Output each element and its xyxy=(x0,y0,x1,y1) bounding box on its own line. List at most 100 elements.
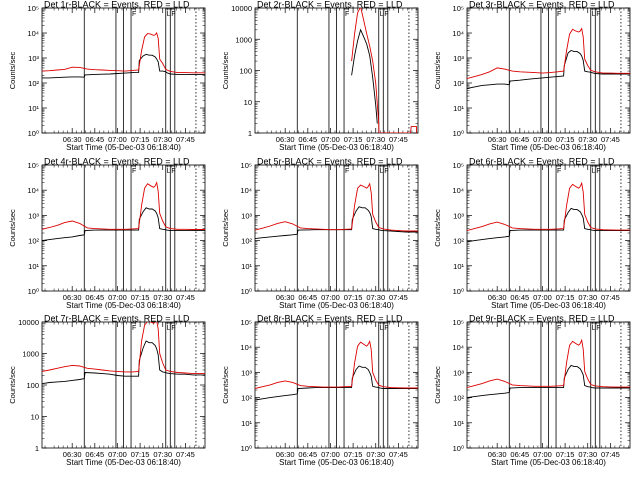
flag-marker-label: L xyxy=(167,168,171,175)
x-tick-label: 07:15 xyxy=(556,293,575,302)
y-tick-label: 10² xyxy=(453,237,464,246)
x-tick-label: 07:30 xyxy=(153,450,172,459)
chart-panel-1: Det 1r-BLACK = Events, RED = LLD 10⁰ 10¹ 10… xyxy=(8,0,206,152)
x-tick-label: 06:30 xyxy=(276,450,295,459)
events-series-line xyxy=(255,365,418,401)
x-tick-label: 07:00 xyxy=(533,293,552,302)
x-axis-label: Start Time (05-Dec-03 06:18:40) xyxy=(279,458,394,467)
panel-title: Det 7r-BLACK = Events, RED = LLD xyxy=(44,314,190,324)
y-tick-label: 10¹ xyxy=(453,262,464,271)
y-tick-label: 10⁵ xyxy=(241,318,252,327)
x-tick-label: 06:30 xyxy=(63,293,82,302)
x-tick-label: 07:00 xyxy=(108,450,127,459)
y-tick-label: 100 xyxy=(26,381,39,390)
lld-series-line xyxy=(42,322,205,375)
lld-series-line xyxy=(255,182,418,232)
y-tick-label: 10⁵ xyxy=(28,161,39,170)
flag-marker-label: L xyxy=(380,325,384,332)
y-tick-label: 10² xyxy=(453,79,464,88)
y-tick-label: 10² xyxy=(241,237,252,246)
x-axis-label: Start Time (05-Dec-03 06:18:40) xyxy=(66,143,181,152)
y-tick-label: 10³ xyxy=(28,54,39,63)
events-series-line xyxy=(467,207,630,243)
x-tick-label: 07:00 xyxy=(321,450,340,459)
x-tick-label: 06:30 xyxy=(276,293,295,302)
x-tick-label: 07:00 xyxy=(321,293,340,302)
y-tick-label: 1 xyxy=(248,129,252,138)
chart-panel-3: Det 3r-BLACK = Events, RED = LLD 10⁰ 10¹ 10… xyxy=(433,0,631,152)
y-tick-label: 10² xyxy=(28,237,39,246)
x-axis-label: Start Time (05-Dec-03 06:18:40) xyxy=(279,301,394,310)
flag-marker-label: F xyxy=(596,325,600,332)
panel-title: Det 2r-BLACK = Events, RED = LLD xyxy=(257,0,403,10)
flag-marker-label: F xyxy=(384,11,388,18)
x-tick-label: 07:45 xyxy=(601,293,620,302)
x-tick-label: 06:45 xyxy=(85,450,104,459)
x-tick-label: 07:45 xyxy=(601,450,620,459)
x-tick-label: 07:15 xyxy=(556,135,575,144)
x-tick-label: 07:15 xyxy=(344,450,363,459)
events-series-line xyxy=(351,28,378,124)
flag-marker-label: F xyxy=(171,168,175,175)
events-series-line xyxy=(467,364,630,399)
x-tick-label: 07:15 xyxy=(131,293,150,302)
x-tick-label: 07:30 xyxy=(153,293,172,302)
y-tick-label: 10¹ xyxy=(453,104,464,113)
flag-marker-label: F xyxy=(345,11,349,18)
y-tick-label: 1000 xyxy=(235,35,252,44)
flag-marker-label: F xyxy=(132,325,136,332)
x-tick-label: 07:45 xyxy=(389,293,408,302)
x-tick-label: 06:45 xyxy=(510,450,529,459)
y-tick-label: 10¹ xyxy=(241,262,252,271)
chart-panel-9: Det 9r-BLACK = Events, RED = LLD 10⁰ 10¹ 10… xyxy=(433,314,631,467)
y-tick-label: 10⁴ xyxy=(27,186,39,195)
x-tick-label: 07:15 xyxy=(556,450,575,459)
y-tick-label: 10000 xyxy=(18,318,39,327)
x-tick-label: 07:45 xyxy=(176,293,195,302)
x-tick-label: 07:30 xyxy=(578,293,597,302)
x-tick-label: 07:00 xyxy=(533,450,552,459)
panel-title: Det 9r-BLACK = Events, RED = LLD xyxy=(469,314,615,324)
x-axis-label: Start Time (05-Dec-03 06:18:40) xyxy=(491,301,606,310)
x-tick-label: 07:15 xyxy=(344,135,363,144)
y-axis-label: Counts/sec xyxy=(8,366,17,404)
events-series-line xyxy=(255,206,418,240)
panel-title: Det 1r-BLACK = Events, RED = LLD xyxy=(44,0,190,10)
chart-panel-5: Det 5r-BLACK = Events, RED = LLD 10⁰ 10¹ 10… xyxy=(221,157,419,310)
y-tick-label: 10⁵ xyxy=(453,161,464,170)
x-tick-label: 07:45 xyxy=(176,135,195,144)
x-tick-label: 06:30 xyxy=(488,293,507,302)
flag-marker-label: F xyxy=(132,168,136,175)
y-tick-label: 10³ xyxy=(453,368,464,377)
x-tick-label: 06:30 xyxy=(63,135,82,144)
lld-series-line xyxy=(255,340,418,389)
y-tick-label: 10³ xyxy=(28,211,39,220)
lld-series-line xyxy=(467,181,630,232)
y-tick-label: 10² xyxy=(453,394,464,403)
lld-series-line xyxy=(467,338,630,389)
x-tick-label: 06:45 xyxy=(298,135,317,144)
y-tick-label: 10000 xyxy=(231,4,252,13)
y-tick-label: 10³ xyxy=(453,211,464,220)
x-tick-label: 07:30 xyxy=(366,135,385,144)
y-tick-label: 10⁰ xyxy=(241,444,252,453)
x-tick-label: 06:30 xyxy=(63,450,82,459)
x-axis-label: Start Time (05-Dec-03 06:18:40) xyxy=(279,143,394,152)
x-tick-label: 06:45 xyxy=(510,135,529,144)
y-axis-label: Counts/sec xyxy=(433,51,442,89)
flag-marker-label: L xyxy=(592,168,596,175)
x-tick-label: 06:30 xyxy=(276,135,295,144)
x-tick-label: 07:30 xyxy=(578,135,597,144)
y-tick-label: 10⁴ xyxy=(452,186,464,195)
x-tick-label: 07:30 xyxy=(366,450,385,459)
y-axis-label: Counts/sec xyxy=(433,366,442,404)
y-tick-label: 10 xyxy=(31,413,39,422)
x-tick-label: 07:00 xyxy=(108,135,127,144)
x-tick-label: 07:00 xyxy=(533,135,552,144)
x-tick-label: 06:45 xyxy=(85,293,104,302)
flag-marker-label: F xyxy=(171,11,175,18)
y-tick-label: 10⁴ xyxy=(27,29,39,38)
y-tick-label: 10⁰ xyxy=(28,287,39,296)
flag-marker-label: L xyxy=(167,11,171,18)
